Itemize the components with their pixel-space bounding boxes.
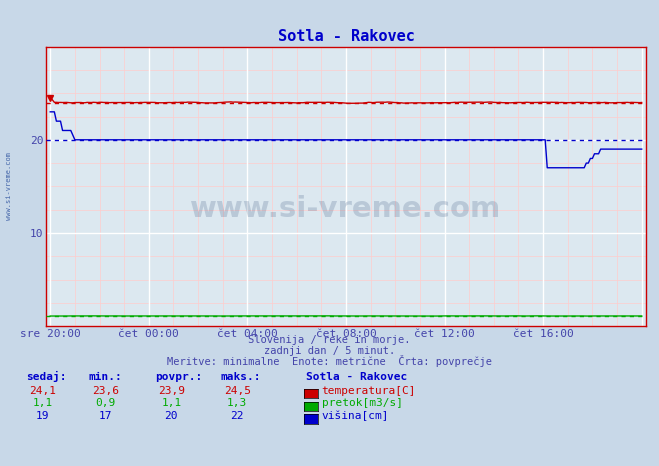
Text: 0,9: 0,9 (96, 398, 115, 408)
Text: min.:: min.: (89, 372, 123, 382)
Text: maks.:: maks.: (221, 372, 261, 382)
Text: temperatura[C]: temperatura[C] (322, 386, 416, 396)
Text: zadnji dan / 5 minut.: zadnji dan / 5 minut. (264, 346, 395, 356)
Text: 22: 22 (231, 411, 244, 421)
Text: 20: 20 (165, 411, 178, 421)
Text: 23,9: 23,9 (158, 386, 185, 396)
Text: 24,5: 24,5 (224, 386, 250, 396)
Text: višina[cm]: višina[cm] (322, 411, 389, 421)
Text: 1,1: 1,1 (161, 398, 181, 408)
Text: Meritve: minimalne  Enote: metrične  Črta: povprečje: Meritve: minimalne Enote: metrične Črta:… (167, 355, 492, 367)
Text: sedaj:: sedaj: (26, 371, 67, 382)
Text: 1,3: 1,3 (227, 398, 247, 408)
Text: 19: 19 (36, 411, 49, 421)
Text: www.si-vreme.com: www.si-vreme.com (5, 152, 12, 220)
Text: www.si-vreme.com: www.si-vreme.com (190, 195, 501, 223)
Text: 17: 17 (99, 411, 112, 421)
Text: Slovenija / reke in morje.: Slovenija / reke in morje. (248, 335, 411, 344)
Text: pretok[m3/s]: pretok[m3/s] (322, 398, 403, 408)
Text: povpr.:: povpr.: (155, 372, 202, 382)
Text: 23,6: 23,6 (92, 386, 119, 396)
Title: Sotla - Rakovec: Sotla - Rakovec (277, 29, 415, 44)
Text: 1,1: 1,1 (33, 398, 53, 408)
Text: 24,1: 24,1 (30, 386, 56, 396)
Text: Sotla - Rakovec: Sotla - Rakovec (306, 372, 408, 382)
